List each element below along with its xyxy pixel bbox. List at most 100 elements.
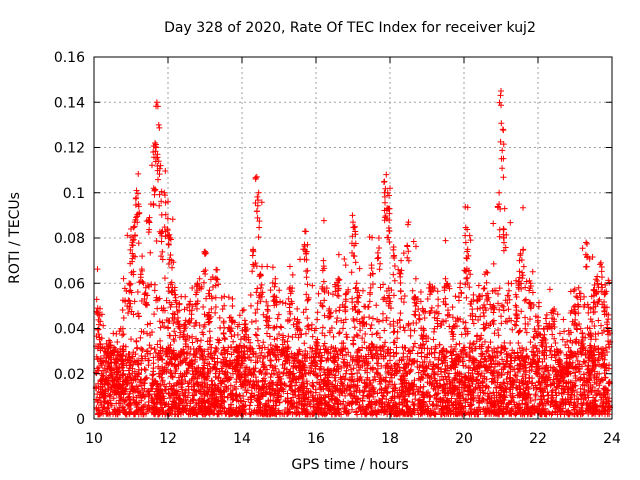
data-point: [383, 388, 390, 395]
data-point: [421, 314, 428, 321]
data-point: [442, 317, 449, 324]
data-point: [172, 332, 179, 339]
data-point: [266, 357, 273, 364]
data-point: [431, 314, 438, 321]
data-point: [407, 367, 414, 374]
data-point: [158, 356, 165, 363]
data-point: [535, 322, 542, 329]
data-point: [215, 375, 222, 382]
data-point: [520, 204, 527, 211]
data-point: [237, 336, 244, 343]
data-point: [126, 281, 133, 288]
data-point: [373, 302, 380, 309]
data-point: [233, 385, 240, 392]
data-point: [589, 318, 596, 325]
data-point: [263, 330, 270, 337]
data-point: [114, 339, 121, 346]
data-point: [539, 364, 546, 371]
data-point: [500, 307, 507, 314]
data-point: [522, 284, 529, 291]
data-point: [169, 216, 176, 223]
data-point: [142, 300, 149, 307]
data-point: [247, 291, 254, 298]
data-point: [407, 332, 414, 339]
data-point: [159, 248, 166, 255]
data-point: [130, 311, 137, 318]
data-point: [460, 362, 467, 369]
data-point: [381, 327, 388, 334]
data-point: [545, 392, 552, 399]
data-point: [254, 325, 261, 332]
data-point: [304, 281, 311, 288]
data-point: [434, 288, 441, 295]
data-point: [186, 379, 193, 386]
data-point: [105, 404, 112, 411]
data-point: [333, 319, 340, 326]
data-point: [314, 316, 321, 323]
data-point: [260, 311, 267, 318]
data-point: [305, 326, 312, 333]
data-point: [279, 299, 286, 306]
data-point: [490, 260, 497, 267]
data-point: [570, 287, 577, 294]
data-point: [386, 378, 393, 385]
data-point: [481, 338, 488, 345]
data-point: [475, 316, 482, 323]
data-point: [369, 315, 376, 322]
data-point: [360, 392, 367, 399]
data-point: [218, 294, 225, 301]
data-point: [276, 287, 283, 294]
data-point: [341, 255, 348, 262]
data-point: [401, 292, 408, 299]
data-point: [527, 339, 534, 346]
data-point: [507, 219, 514, 226]
data-point: [166, 318, 173, 325]
data-point: [535, 299, 542, 306]
data-point: [200, 303, 207, 310]
data-point: [347, 366, 354, 373]
data-point: [269, 264, 276, 271]
data-point: [562, 342, 569, 349]
data-point: [598, 281, 605, 288]
data-point: [498, 313, 505, 320]
data-point: [587, 305, 594, 312]
data-point: [384, 368, 391, 375]
data-point: [103, 369, 110, 376]
data-point: [481, 285, 488, 292]
data-point: [250, 350, 257, 357]
data-point: [308, 348, 315, 355]
data-point: [481, 301, 488, 308]
data-point: [592, 331, 599, 338]
data-point: [119, 306, 126, 313]
data-point: [379, 392, 386, 399]
data-point: [319, 324, 326, 331]
data-point: [414, 350, 421, 357]
data-point: [577, 385, 584, 392]
data-point: [318, 365, 325, 372]
data-point: [522, 314, 529, 321]
data-point: [411, 311, 418, 318]
data-point: [470, 291, 477, 298]
data-point: [528, 348, 535, 355]
data-point: [139, 346, 146, 353]
data-point: [161, 275, 168, 282]
data-point: [571, 286, 578, 293]
data-point: [258, 263, 265, 270]
data-point: [573, 293, 580, 300]
data-point: [523, 346, 530, 353]
data-point: [456, 340, 463, 347]
data-point: [212, 309, 219, 316]
data-point: [125, 310, 132, 316]
data-point: [207, 334, 214, 341]
data-point: [567, 288, 574, 295]
data-point: [463, 294, 470, 301]
data-point: [212, 344, 219, 351]
data-point: [171, 328, 178, 335]
data-point: [411, 340, 418, 347]
data-point: [406, 357, 413, 364]
data-point: [304, 315, 311, 322]
data-point: [336, 329, 343, 336]
data-point: [507, 340, 514, 347]
data-point: [141, 366, 148, 373]
data-point: [367, 325, 374, 332]
